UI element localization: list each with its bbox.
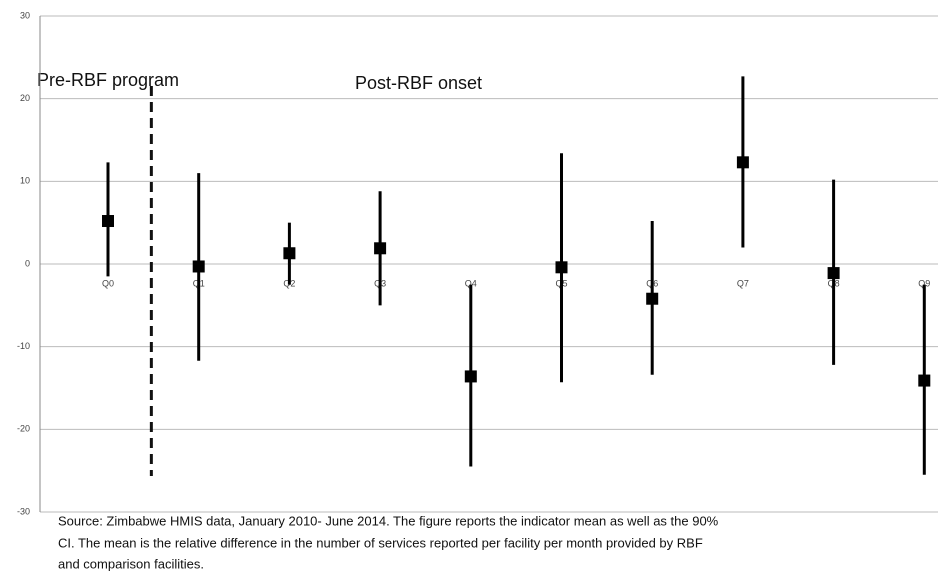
y-tick-label: 30 bbox=[20, 10, 30, 20]
mean-marker bbox=[646, 292, 659, 305]
mean-marker bbox=[374, 242, 387, 255]
y-tick-label: 10 bbox=[20, 176, 30, 186]
x-tick-label: Q7 bbox=[737, 278, 749, 288]
y-tick-label: -20 bbox=[17, 424, 30, 434]
source-note: and comparison facilities. bbox=[58, 556, 204, 571]
mean-marker bbox=[192, 260, 205, 273]
mean-marker bbox=[918, 374, 931, 387]
y-tick-label: 20 bbox=[20, 93, 30, 103]
x-tick-label: Q0 bbox=[102, 278, 114, 288]
source-note: Source: Zimbabwe HMIS data, January 2010… bbox=[58, 513, 719, 528]
source-note: CI. The mean is the relative difference … bbox=[58, 535, 703, 550]
mean-marker bbox=[283, 247, 296, 260]
y-tick-label: 0 bbox=[25, 258, 30, 268]
x-tick-label: Q4 bbox=[465, 278, 477, 288]
annotation: Post-RBF onset bbox=[355, 73, 482, 93]
mean-marker bbox=[102, 215, 114, 228]
mean-marker bbox=[736, 156, 749, 169]
y-tick-label: -30 bbox=[17, 506, 30, 516]
y-tick-label: -10 bbox=[17, 341, 30, 351]
annotation: Pre-RBF program bbox=[37, 70, 179, 90]
mean-marker bbox=[555, 261, 568, 274]
mean-marker bbox=[464, 370, 477, 383]
x-tick-label: Q9 bbox=[918, 278, 930, 288]
mean-marker bbox=[827, 267, 840, 280]
